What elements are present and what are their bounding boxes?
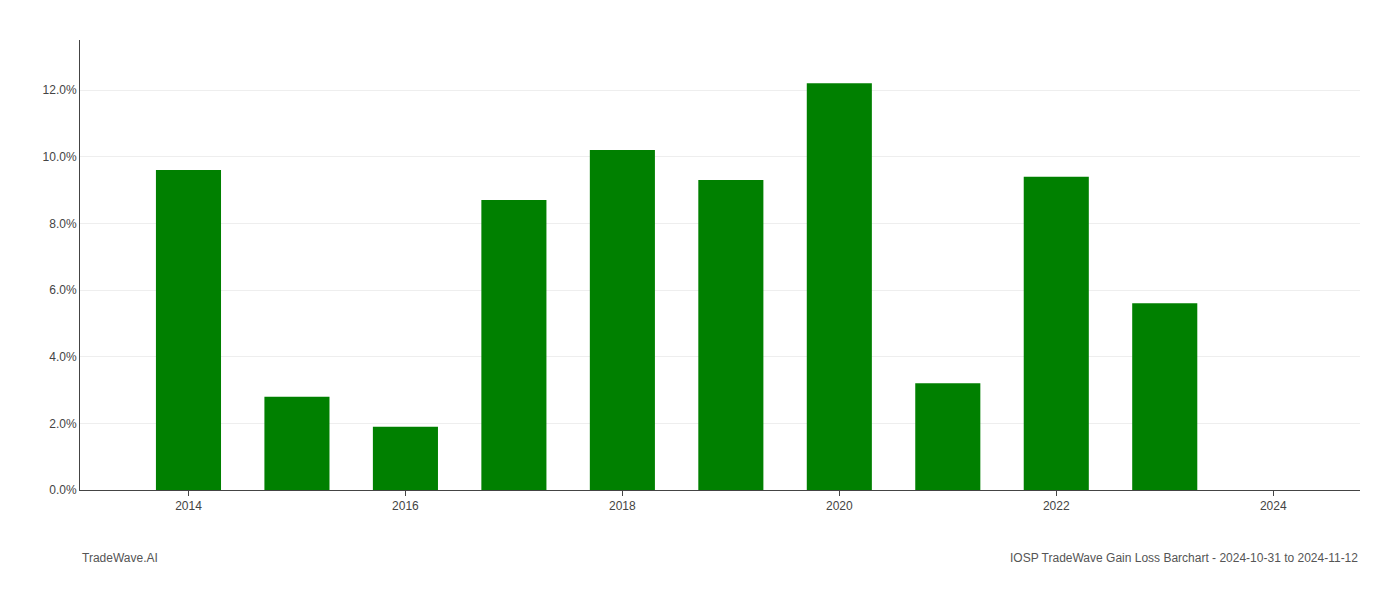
svg-text:12.0%: 12.0% <box>43 83 77 97</box>
svg-text:4.0%: 4.0% <box>49 350 77 364</box>
svg-text:2018: 2018 <box>609 499 636 513</box>
svg-text:2020: 2020 <box>826 499 853 513</box>
svg-text:2.0%: 2.0% <box>49 417 77 431</box>
svg-text:IOSP TradeWave Gain Loss Barch: IOSP TradeWave Gain Loss Barchart - 2024… <box>1010 551 1358 565</box>
svg-text:2014: 2014 <box>175 499 202 513</box>
svg-text:10.0%: 10.0% <box>43 150 77 164</box>
svg-text:6.0%: 6.0% <box>49 283 77 297</box>
svg-text:2024: 2024 <box>1260 499 1287 513</box>
svg-text:TradeWave.AI: TradeWave.AI <box>82 551 158 565</box>
svg-text:2016: 2016 <box>392 499 419 513</box>
svg-text:2022: 2022 <box>1043 499 1070 513</box>
svg-text:0.0%: 0.0% <box>49 483 77 497</box>
svg-text:8.0%: 8.0% <box>49 217 77 231</box>
